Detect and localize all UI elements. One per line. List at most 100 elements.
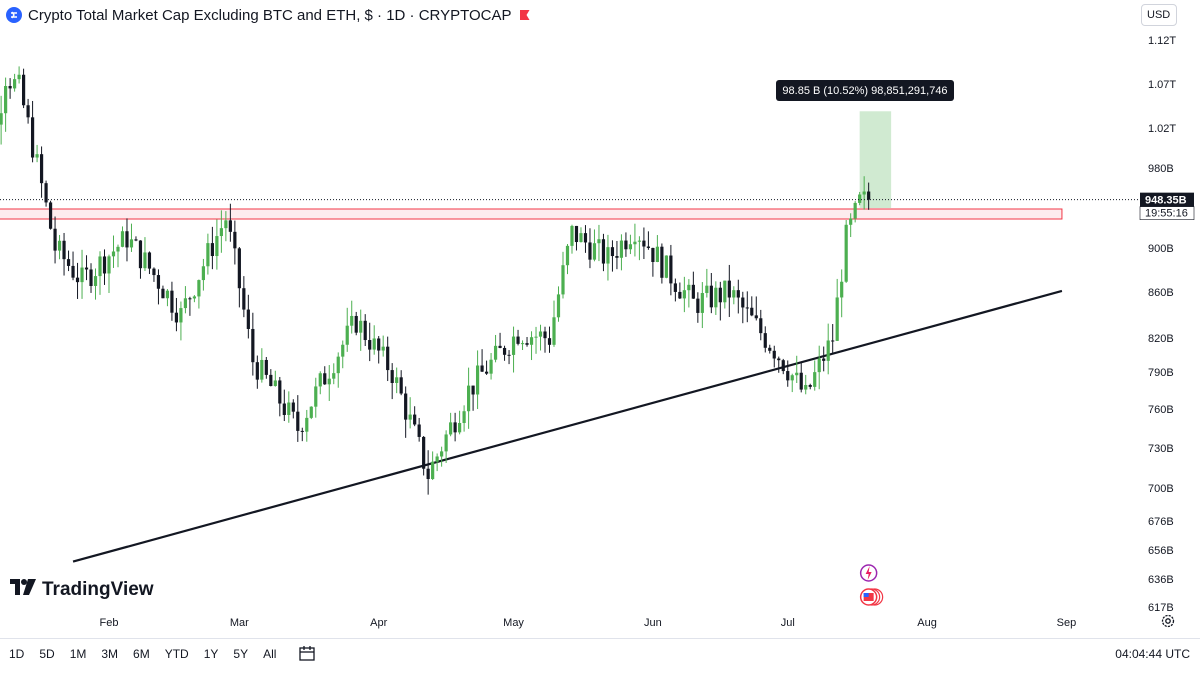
candle-body[interactable]: [224, 220, 228, 229]
candle-body[interactable]: [35, 154, 39, 158]
candle-body[interactable]: [8, 86, 12, 89]
candle-body[interactable]: [242, 288, 246, 310]
range-button-5d[interactable]: 5D: [39, 647, 55, 661]
candle-body[interactable]: [264, 359, 268, 375]
candle-body[interactable]: [574, 225, 579, 243]
candle-body[interactable]: [480, 365, 484, 372]
candle-body[interactable]: [804, 384, 808, 390]
candle-body[interactable]: [543, 331, 547, 339]
candle-body[interactable]: [705, 285, 709, 294]
candle-body[interactable]: [853, 202, 857, 219]
candle-body[interactable]: [831, 340, 835, 342]
candle-body[interactable]: [484, 371, 489, 374]
candle-body[interactable]: [516, 336, 520, 344]
symbol-title[interactable]: Crypto Total Market Cap Excluding BTC an…: [28, 6, 512, 24]
candle-body[interactable]: [741, 297, 745, 308]
candle-body[interactable]: [336, 356, 340, 374]
candle-body[interactable]: [377, 338, 381, 351]
candle-body[interactable]: [525, 343, 529, 345]
candle-body[interactable]: [291, 402, 295, 412]
candle-body[interactable]: [664, 255, 668, 278]
candle-body[interactable]: [781, 360, 785, 372]
candle-body[interactable]: [354, 315, 358, 333]
candle-body[interactable]: [161, 288, 165, 299]
candle-body[interactable]: [862, 191, 866, 195]
settings-gear-icon[interactable]: [1160, 613, 1176, 629]
candle-body[interactable]: [314, 386, 318, 407]
range-button-6m[interactable]: 6M: [133, 647, 150, 661]
candle-body[interactable]: [511, 336, 516, 355]
candle-body[interactable]: [736, 290, 740, 298]
candle-body[interactable]: [210, 243, 214, 257]
candle-body[interactable]: [206, 243, 210, 267]
candle-body[interactable]: [278, 380, 282, 404]
candle-body[interactable]: [80, 267, 84, 283]
candle-body[interactable]: [449, 422, 453, 435]
candle-body[interactable]: [678, 291, 682, 299]
candle-body[interactable]: [21, 74, 26, 106]
candle-body[interactable]: [606, 247, 610, 264]
candle-body[interactable]: [637, 240, 642, 242]
candle-body[interactable]: [413, 414, 417, 425]
candle-body[interactable]: [655, 246, 659, 262]
candle-body[interactable]: [624, 240, 628, 250]
candle-body[interactable]: [188, 298, 192, 300]
candle-body[interactable]: [300, 430, 304, 432]
candle-body[interactable]: [4, 86, 8, 114]
candle-body[interactable]: [727, 280, 731, 298]
range-button-1y[interactable]: 1Y: [203, 647, 219, 661]
currency-selector[interactable]: USD: [1141, 4, 1177, 26]
candle-body[interactable]: [71, 265, 75, 278]
candle-body[interactable]: [269, 374, 273, 387]
candle-body[interactable]: [642, 240, 646, 247]
candle-body[interactable]: [84, 267, 89, 270]
candle-body[interactable]: [808, 384, 812, 387]
candle-body[interactable]: [17, 74, 21, 80]
candle-body[interactable]: [561, 265, 565, 295]
candle-body[interactable]: [273, 380, 277, 387]
candle-body[interactable]: [673, 283, 677, 292]
candle-body[interactable]: [592, 243, 597, 260]
candle-body[interactable]: [458, 422, 462, 433]
candle-body[interactable]: [386, 346, 390, 371]
candle-body[interactable]: [408, 414, 412, 420]
candle-body[interactable]: [66, 259, 71, 266]
candle-body[interactable]: [795, 372, 799, 376]
candle-body[interactable]: [651, 247, 655, 262]
candle-body[interactable]: [111, 251, 116, 257]
candle-body[interactable]: [507, 354, 511, 356]
candle-body[interactable]: [826, 340, 830, 361]
range-button-5y[interactable]: 5Y: [233, 647, 249, 661]
candle-body[interactable]: [462, 411, 466, 423]
candle-body[interactable]: [754, 315, 758, 319]
candle-body[interactable]: [444, 434, 448, 452]
candle-body[interactable]: [116, 246, 120, 252]
candle-body[interactable]: [745, 307, 749, 309]
candle-body[interactable]: [219, 228, 223, 237]
candle-body[interactable]: [610, 247, 615, 257]
candle-body[interactable]: [520, 343, 525, 345]
candle-body[interactable]: [700, 293, 704, 313]
candle-body[interactable]: [332, 373, 336, 379]
candle-body[interactable]: [687, 284, 691, 291]
candle-body[interactable]: [89, 269, 93, 286]
candle-body[interactable]: [467, 385, 471, 412]
candle-body[interactable]: [840, 281, 844, 298]
candle-body[interactable]: [170, 290, 174, 313]
candle-body[interactable]: [53, 228, 57, 251]
candle-body[interactable]: [341, 344, 345, 357]
range-button-all[interactable]: All: [263, 647, 277, 661]
candle-body[interactable]: [682, 290, 686, 299]
range-button-ytd[interactable]: YTD: [164, 647, 189, 661]
candle-body[interactable]: [363, 320, 367, 341]
candle-body[interactable]: [147, 252, 152, 269]
candle-body[interactable]: [431, 461, 435, 480]
candle-body[interactable]: [251, 328, 255, 363]
candle-body[interactable]: [790, 375, 794, 381]
candle-body[interactable]: [120, 231, 125, 247]
candle-body[interactable]: [502, 347, 507, 355]
candle-body[interactable]: [475, 365, 480, 395]
candle-body[interactable]: [260, 359, 264, 380]
candle-body[interactable]: [228, 220, 232, 232]
